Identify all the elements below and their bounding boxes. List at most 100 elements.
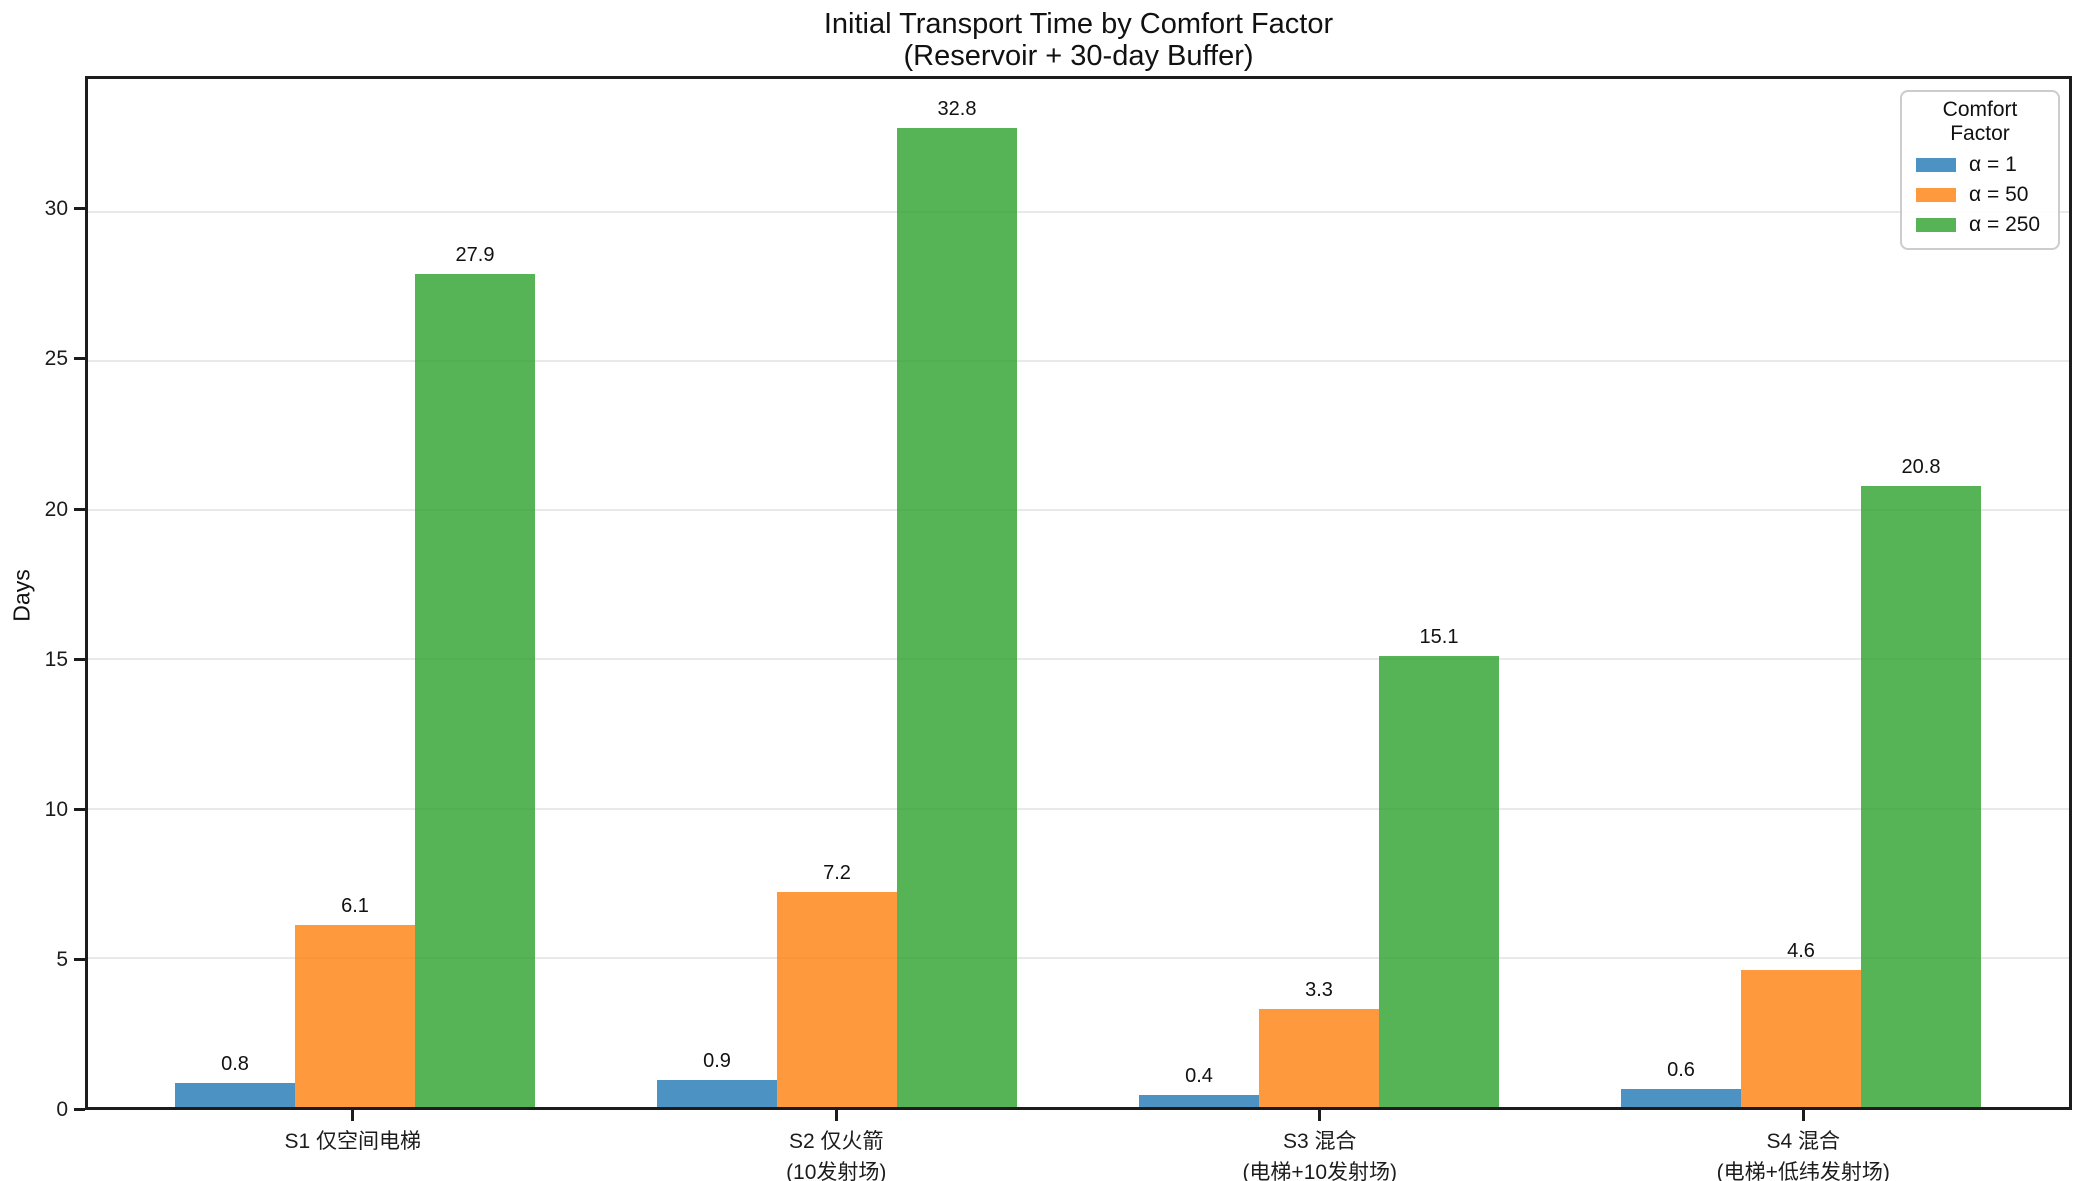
x-tick-cell-s1: S1 仅空间电梯 [111,1110,595,1181]
chart-title-line1: Initial Transport Time by Comfort Factor [823,8,1334,40]
legend-entry-label: α = 50 [1969,183,2029,206]
x-category-label-line: (电梯+低纬发射场) [1716,1161,1890,1181]
gridline-y-5 [88,956,2069,959]
bar-s2-α=250 [897,127,1017,1107]
legend-swatch-icon [1916,218,1956,232]
bar-group-s1: 0.8 6.1 27.9 [114,79,596,1107]
legend: Comfort Factor α = 1 α = 50 α = 250 [1900,90,2060,250]
bar-value-label: 0.4 [1185,1065,1213,1088]
x-tick-cell-s3: S3 混合 (电梯+10发射场) [1078,1110,1562,1181]
plot-area: 0.8 6.1 27.9 0.9 7.2 32.8 0.4 3.3 15.1 0.6 4.6 20.8… [85,76,2072,1110]
bar-value-label: 0.8 [221,1053,249,1076]
y-tick-label-25: 25 [44,347,68,371]
bar-value-label: 15.1 [1419,626,1459,649]
x-category-label-line: S2 仅火箭 [788,1130,884,1153]
bar-s3-α=50 [1259,1008,1379,1107]
bar-s2-α=50 [777,892,897,1107]
y-tick-label-5: 5 [56,947,68,971]
y-tick-label-30: 30 [44,197,68,221]
gridline-layer [88,79,2069,1107]
x-category-label-line: S4 混合 [1766,1130,1841,1153]
bar-wrap-s3-series-3: 15.1 [1379,79,1499,1107]
y-tick-mark-15 [74,657,85,661]
bar-group-s3: 0.4 3.3 15.1 [1078,79,1560,1107]
bar-s4-α=1 [1621,1089,1741,1107]
y-tick-label-15: 15 [44,647,68,671]
bar-wrap-s3-series-1: 0.4 [1139,79,1259,1107]
bar-group-s2: 0.9 7.2 32.8 [596,79,1078,1107]
x-category-label-s3: S3 混合 (电梯+10发射场) [1242,1126,1397,1181]
bar-wrap-s1-series-1: 0.8 [175,79,295,1107]
bar-value-label: 7.2 [823,862,851,885]
x-tick-cell-s4: S4 混合 (电梯+低纬发射场) [1562,1110,2046,1181]
x-category-label-line: (电梯+10发射场) [1242,1161,1398,1181]
gridline-y-30 [88,210,2069,213]
bar-value-label: 3.3 [1305,978,1333,1001]
bar-s4-α=50 [1741,969,1861,1107]
bar-wrap-s3-series-2: 3.3 [1259,79,1379,1107]
bar-wrap-s1-series-3: 27.9 [415,79,535,1107]
chart-title: Initial Transport Time by Comfort Factor… [85,8,2072,72]
bar-value-label: 32.8 [937,97,977,120]
bar-s1-α=250 [415,274,535,1107]
x-tick-mark-s2 [834,1110,838,1121]
x-tick-mark-s1 [351,1110,355,1121]
y-tick-label-20: 20 [44,497,68,521]
bar-value-label: 27.9 [455,244,495,267]
x-tick-mark-s4 [1801,1110,1805,1121]
y-tick-label-0: 0 [56,1098,68,1121]
gridline-y-20 [88,509,2069,512]
chart-title-line2: (Reservoir + 30-day Buffer) [903,40,1254,72]
gridline-y-25 [88,359,2069,362]
legend-entry-1: α = 1 [1912,150,2048,180]
bar-group-s4: 0.6 4.6 20.8 [1560,79,2042,1107]
x-tick-mark-s3 [1318,1110,1322,1121]
x-category-label-s1: S1 仅空间电梯 [284,1126,421,1157]
bar-s2-α=1 [657,1080,777,1107]
y-tick-mark-30 [74,207,85,211]
legend-entry-label: α = 1 [1969,153,2017,176]
legend-entry-2: α = 50 [1912,180,2048,210]
bar-s4-α=250 [1861,486,1981,1107]
bar-s1-α=1 [175,1083,295,1107]
bar-value-label: 6.1 [341,894,369,917]
x-category-label-line: (10发射场) [786,1161,887,1181]
bar-wrap-s2-series-2: 7.2 [777,79,897,1107]
bar-wrap-s2-series-3: 32.8 [897,79,1017,1107]
bar-s3-α=1 [1139,1095,1259,1107]
bar-wrap-s2-series-1: 0.9 [657,79,777,1107]
bar-value-label: 0.6 [1667,1059,1695,1082]
bar-wrap-s4-series-3: 20.8 [1861,79,1981,1107]
bar-wrap-s4-series-1: 0.6 [1621,79,1741,1107]
legend-entries: α = 1 α = 50 α = 250 [1912,150,2048,240]
bars-layer: 0.8 6.1 27.9 0.9 7.2 32.8 0.4 3.3 15.1 0.6 4.6 20.8 [88,79,2069,1107]
y-tick-label-10: 10 [44,797,68,821]
x-tick-cell-s2: S2 仅火箭 (10发射场) [595,1110,1079,1181]
x-category-label-line: S3 混合 [1282,1130,1357,1153]
bar-wrap-s1-series-2: 6.1 [295,79,415,1107]
legend-entry-label: α = 250 [1969,213,2041,236]
x-category-label-s4: S4 混合 (电梯+低纬发射场) [1717,1126,1890,1181]
bar-s3-α=250 [1379,656,1499,1107]
legend-swatch-icon [1916,158,1956,172]
gridline-y-10 [88,807,2069,810]
bar-wrap-s4-series-2: 4.6 [1741,79,1861,1107]
bar-value-label: 4.6 [1787,939,1815,962]
bar-s1-α=50 [295,924,415,1107]
x-category-label-line: S1 仅空间电梯 [284,1130,422,1153]
y-tick-mark-0 [74,1108,85,1111]
bar-value-label: 20.8 [1901,456,1941,479]
x-category-label-s2: S2 仅火箭 (10发射场) [786,1126,886,1181]
gridline-y-15 [88,658,2069,661]
legend-entry-3: α = 250 [1912,210,2048,240]
bar-value-label: 0.9 [703,1050,731,1073]
y-tick-mark-25 [74,357,85,361]
x-axis: S1 仅空间电梯 S2 仅火箭 (10发射场) S3 混合 (电梯+10发射场) S4 混… [111,1110,2045,1181]
y-tick-mark-20 [74,507,85,511]
y-tick-mark-5 [74,957,85,961]
legend-title: Comfort Factor [1942,98,2018,145]
legend-swatch-icon [1916,188,1956,202]
y-axis-label: Days [8,569,35,622]
y-tick-mark-10 [74,807,85,811]
